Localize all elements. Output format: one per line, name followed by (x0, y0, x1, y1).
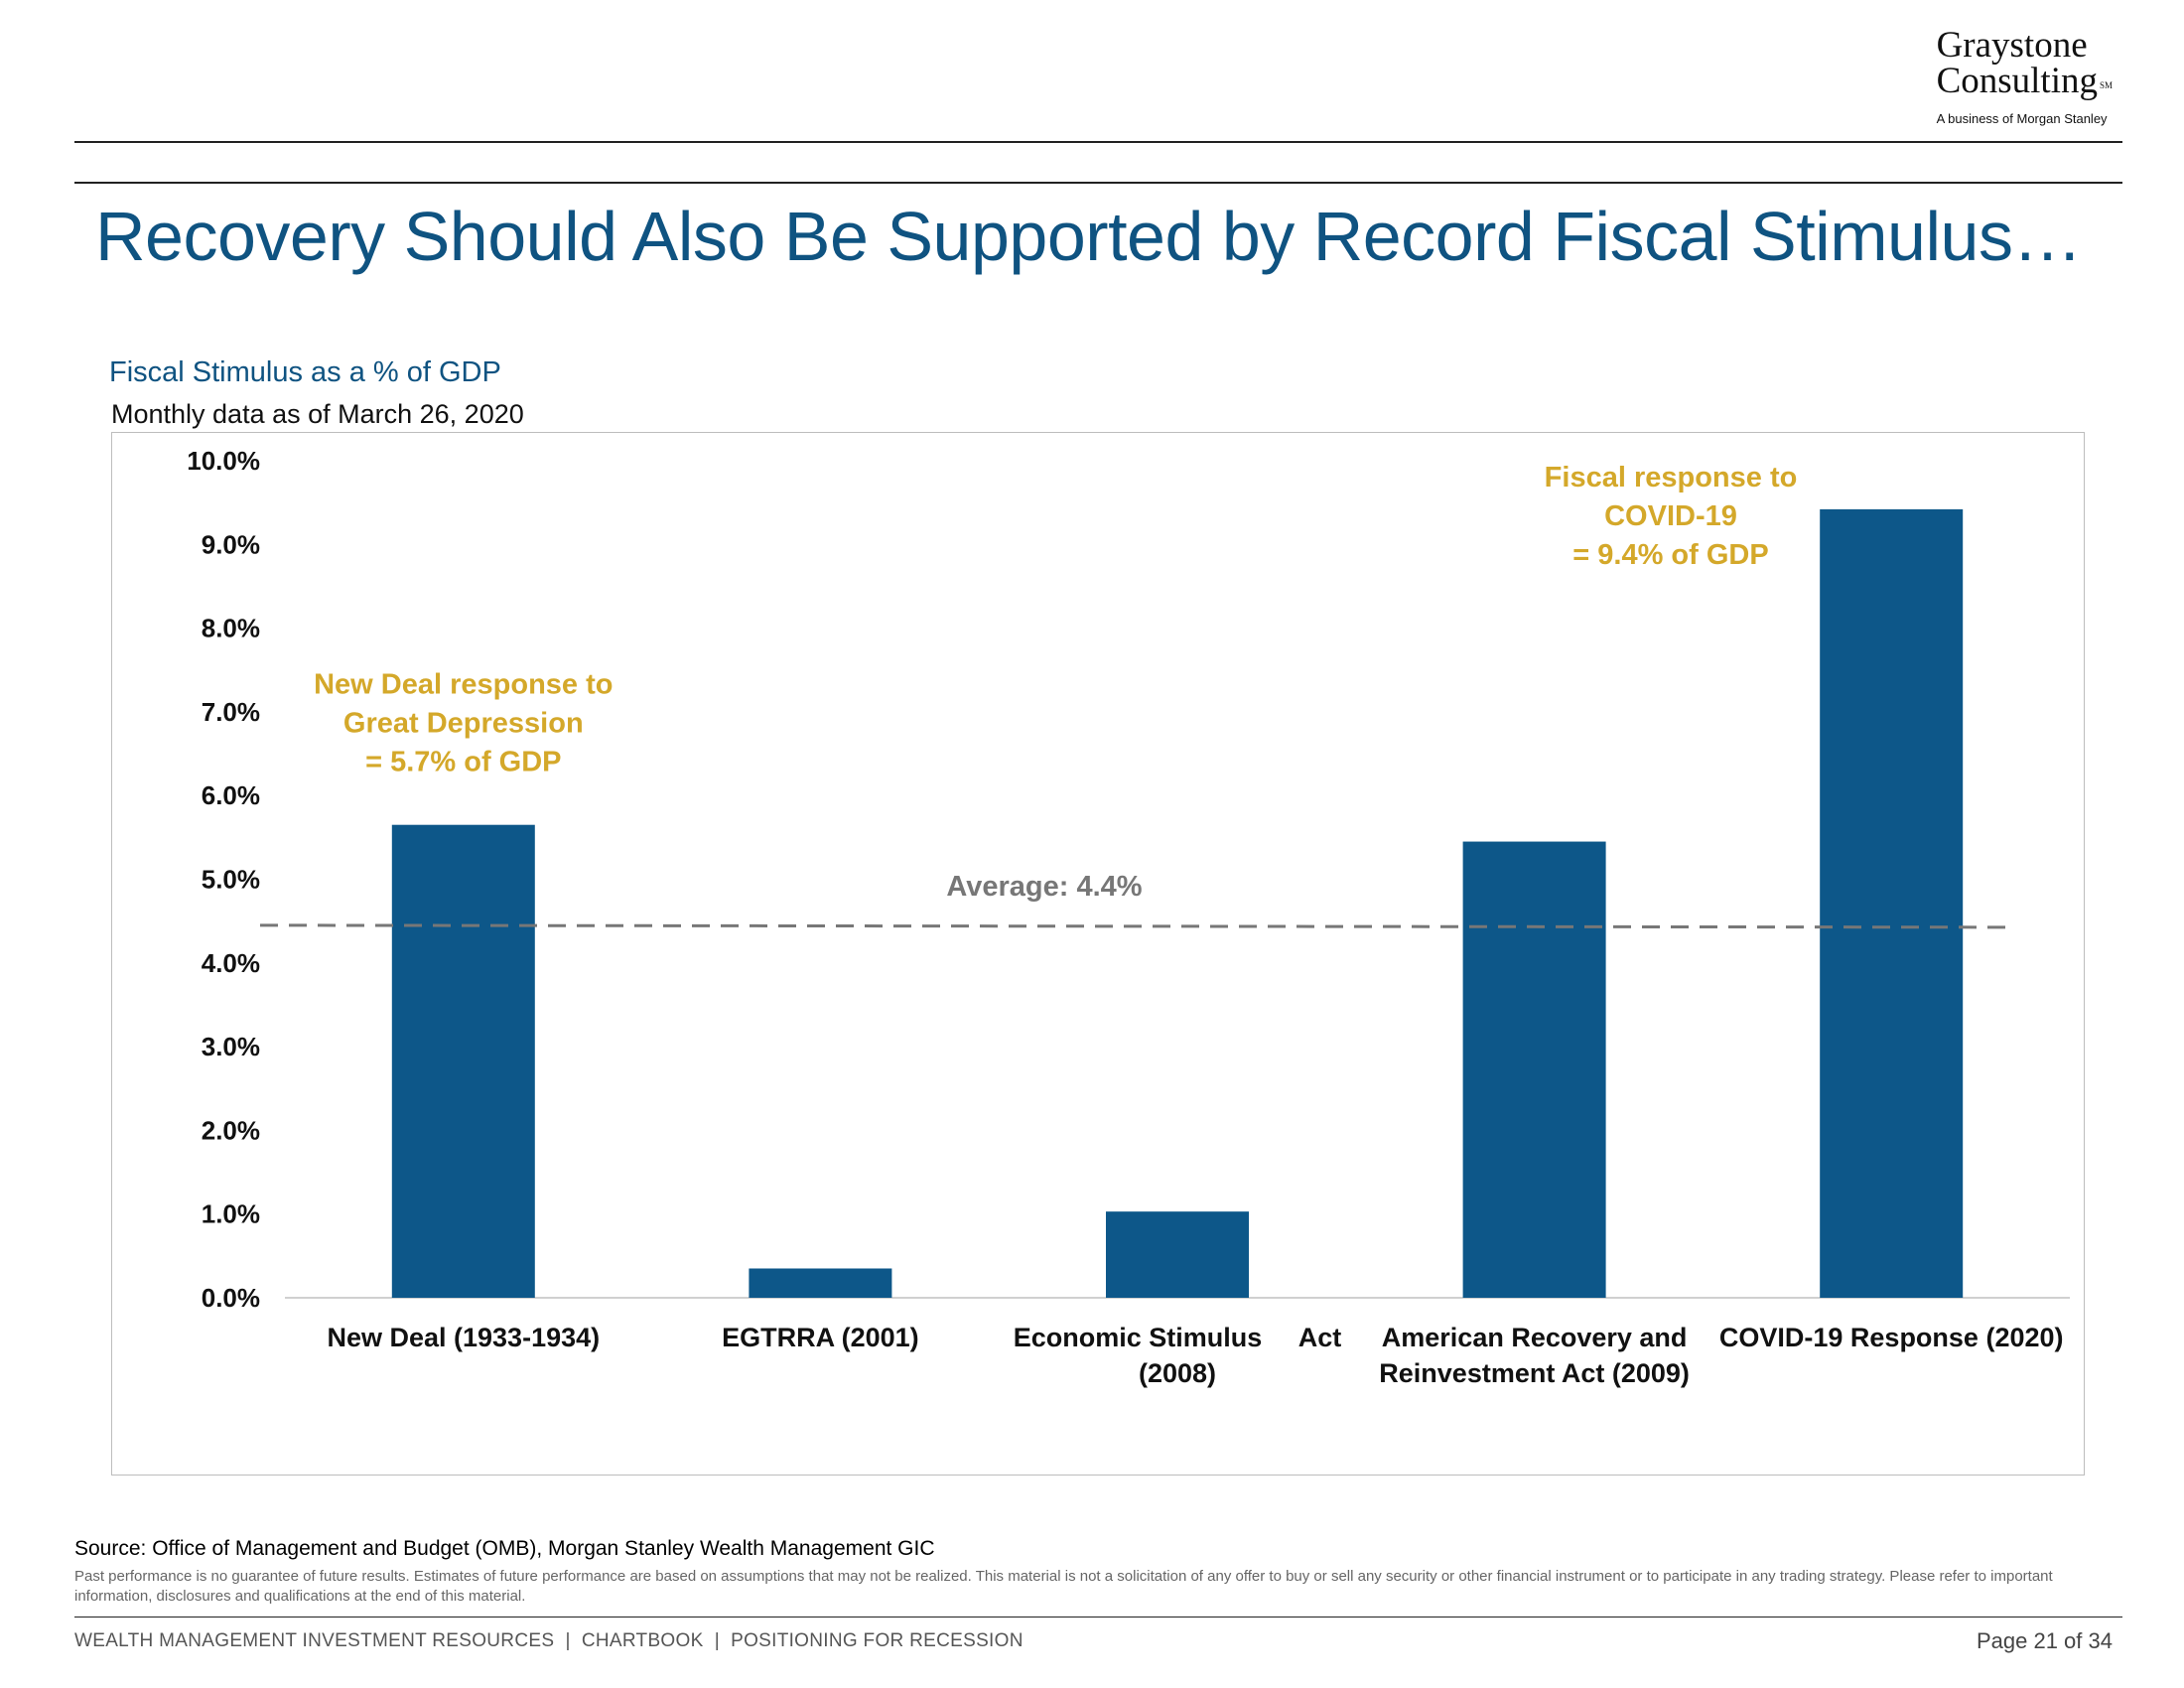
logo-service-mark: SM (2099, 80, 2113, 90)
page-title: Recovery Should Also Be Supported by Rec… (95, 198, 2082, 275)
y-tick-label: 9.0% (202, 529, 260, 559)
y-tick-label: 5.0% (202, 865, 260, 895)
annotation-label: Fiscal response to (1545, 462, 1798, 493)
bar (1820, 508, 1964, 1298)
y-tick-label: 8.0% (202, 614, 260, 643)
average-line (259, 923, 2016, 929)
x-tick-label: COVID-19 Response (2020) (1719, 1323, 2064, 1352)
x-tick-label: (2008) (1139, 1358, 1216, 1388)
annotation-label: = 5.7% of GDP (365, 747, 561, 778)
x-tick-label: Economic Stimulus Act (1014, 1323, 1342, 1352)
x-tick-label: Reinvestment Act (2009) (1379, 1358, 1690, 1388)
annotation-label: Great Depression (343, 708, 584, 740)
chart-frame (111, 432, 2085, 1476)
disclaimer-text: Past performance is no guarantee of futu… (74, 1568, 2053, 1605)
chart-subtitle: Monthly data as of March 26, 2020 (111, 399, 524, 429)
page-number: Page 21 of 34 (1976, 1628, 2113, 1653)
bar (1462, 841, 1606, 1298)
y-tick-label: 6.0% (202, 780, 260, 810)
y-tick-label: 7.0% (202, 697, 260, 727)
x-tick-label: EGTRRA (2001) (722, 1323, 919, 1352)
x-tick-label: American Recovery and (1382, 1323, 1688, 1352)
chart-title: Fiscal Stimulus as a % of GDP (109, 356, 501, 388)
logo-tagline: A business of Morgan Stanley (1936, 111, 2108, 126)
y-tick-label: 4.0% (202, 948, 260, 978)
footer-breadcrumb: WEALTH MANAGEMENT INVESTMENT RESOURCES |… (74, 1630, 1024, 1651)
bar (749, 1268, 892, 1298)
logo-line-2: Consulting (1936, 61, 2098, 101)
header-divider-top (74, 141, 2122, 143)
y-tick-label: 2.0% (202, 1115, 260, 1145)
annotation-label: = 9.4% of GDP (1572, 539, 1768, 571)
y-tick-label: 10.0% (187, 446, 260, 476)
annotation-label: New Deal response to (314, 669, 613, 701)
average-label: Average: 4.4% (946, 871, 1142, 903)
x-tick-label: New Deal (1933-1934) (327, 1323, 600, 1352)
y-tick-label: 3.0% (202, 1032, 260, 1061)
y-tick-label: 1.0% (202, 1199, 260, 1229)
bar (391, 824, 535, 1298)
y-tick-label: 0.0% (202, 1283, 260, 1313)
source-note: Source: Office of Management and Budget … (74, 1537, 935, 1560)
footer-divider (74, 1617, 2122, 1618)
logo-line-1: Graystone (1936, 25, 2088, 66)
bar (1106, 1211, 1249, 1298)
graystone-logo: Graystone Consulting SM A business of Mor… (1936, 25, 2113, 126)
annotation-label: COVID-19 (1604, 500, 1737, 532)
header-divider-bottom (74, 182, 2122, 184)
